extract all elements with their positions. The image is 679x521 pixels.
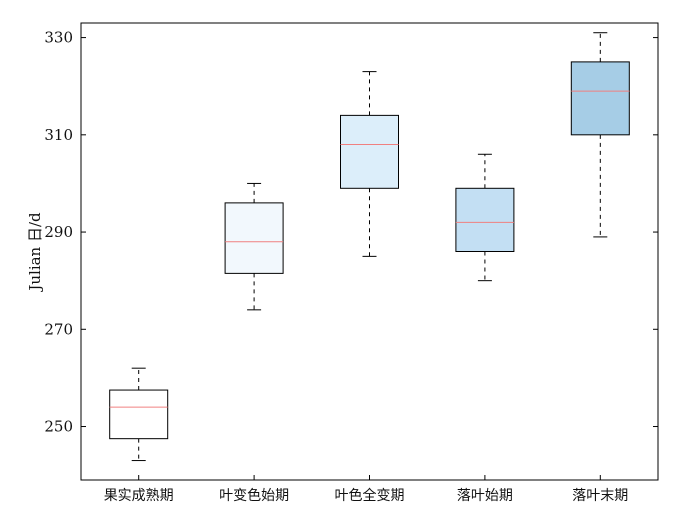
box-iqr	[109, 389, 169, 440]
x-tick-label: 果实成熟期	[104, 488, 174, 504]
box-5	[570, 32, 630, 238]
box-3	[340, 71, 399, 257]
y-axis-label: Julian 日/d	[26, 212, 44, 293]
x-tick-label: 叶色全变期	[335, 487, 405, 504]
x-tick-label: 落叶末期	[572, 488, 628, 504]
x-tick-label: 落叶始期	[457, 488, 513, 504]
x-axis: 果实成熟期 叶变色始期 叶色全变期 落叶始期 落叶末期	[104, 475, 628, 504]
y-tick-label: 270	[44, 320, 73, 338]
y-tick-label: 330	[44, 29, 73, 47]
y-tick-label: 290	[44, 223, 73, 241]
box-iqr	[340, 114, 399, 189]
box-iqr	[570, 61, 630, 136]
box-4	[455, 153, 515, 282]
y-axis: 250 270 290 310 330	[44, 29, 658, 436]
x-tick-label: 叶变色始期	[219, 487, 289, 504]
box-1	[109, 367, 169, 462]
box-2	[224, 182, 284, 311]
box-iqr	[455, 187, 515, 252]
y-tick-label: 310	[44, 126, 73, 144]
y-tick-label: 250	[44, 418, 73, 436]
plot-area	[109, 32, 630, 462]
box-iqr	[224, 202, 284, 274]
